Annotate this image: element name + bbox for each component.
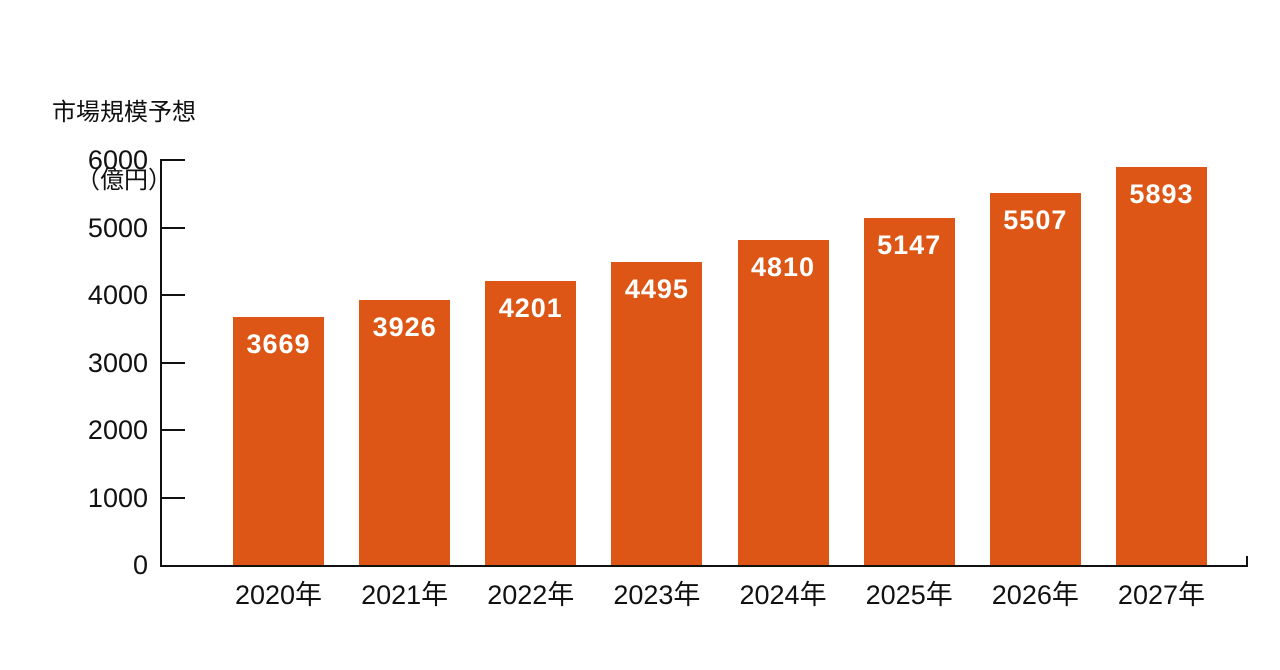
bar-value-label: 3669 <box>246 329 311 360</box>
y-tick-label-3000: 3000 <box>87 347 148 378</box>
chart-title-unit: （億円） <box>76 167 172 195</box>
chart-title-text: 市場規模予想 <box>52 99 196 127</box>
y-tick-label-4000: 4000 <box>87 280 148 310</box>
y-axis-line <box>160 160 162 567</box>
bar-value-label: 5507 <box>1003 205 1068 236</box>
x-axis-label-2027年: 2027年 <box>1117 580 1205 610</box>
bar-value-label: 4495 <box>624 273 689 304</box>
y-tick-mark-4000 <box>160 294 185 296</box>
y-tick-label-2000: 2000 <box>87 415 148 445</box>
x-axis-label-2024年: 2024年 <box>739 580 827 610</box>
bar-value-label: 5147 <box>877 229 942 260</box>
y-tick-mark-2000 <box>160 429 185 431</box>
y-tick-label-6000: 6000 <box>87 145 148 175</box>
x-axis-label-2023年: 2023年 <box>613 580 701 610</box>
bar-value-label: 5893 <box>1129 179 1194 210</box>
bar-2026年: 5507 <box>989 193 1081 565</box>
x-axis-end-tick <box>1246 556 1248 567</box>
y-tick-mark-1000 <box>160 496 185 499</box>
bar-2027年: 5893 <box>1115 167 1207 565</box>
x-axis-label-2022年: 2022年 <box>487 580 575 610</box>
bar-2021年: 3926 <box>359 299 451 565</box>
y-tick-label-1000: 1000 <box>87 482 148 513</box>
x-axis-label-2021年: 2021年 <box>361 580 449 610</box>
y-tick-mark-6000 <box>160 159 185 161</box>
bar-value-label: 3926 <box>372 311 437 342</box>
bar-2024年: 4810 <box>737 240 829 565</box>
bar-2020年: 3669 <box>233 317 324 565</box>
y-tick-mark-3000 <box>160 361 185 364</box>
y-tick-label-5000: 5000 <box>87 212 148 243</box>
bar-value-label: 4810 <box>751 252 816 283</box>
y-tick-mark-5000 <box>160 226 185 229</box>
x-axis-label-2026年: 2026年 <box>991 580 1079 610</box>
x-axis-label-2020年: 2020年 <box>234 580 323 610</box>
chart-title: 市場規模予想 （億円） <box>38 62 210 198</box>
bar-2025年: 5147 <box>863 217 955 565</box>
bar-2022年: 4201 <box>485 281 577 565</box>
x-axis-line <box>160 565 1248 567</box>
bar-value-label: 4201 <box>498 293 563 324</box>
x-axis-label-2025年: 2025年 <box>865 580 953 610</box>
y-tick-label-0: 0 <box>132 550 148 580</box>
bar-2023年: 4495 <box>611 261 703 565</box>
